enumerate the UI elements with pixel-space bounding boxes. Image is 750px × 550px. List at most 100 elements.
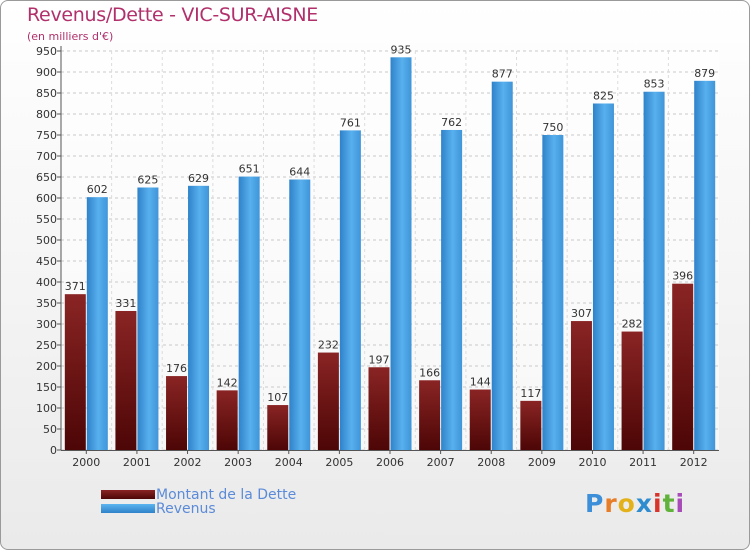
logo-letter: r [604, 489, 618, 518]
bar-debt [621, 331, 643, 450]
x-tick-label: 2002 [174, 456, 202, 469]
data-label-debt: 142 [217, 376, 238, 389]
data-label-debt: 307 [571, 307, 592, 320]
bar-debt [115, 310, 137, 450]
y-tick-label: 150 [36, 381, 57, 394]
x-tick-label: 2003 [224, 456, 252, 469]
logo-letter: i [675, 489, 686, 518]
data-label-revenue: 879 [694, 67, 715, 80]
data-label-revenue: 935 [391, 43, 412, 56]
bar-debt [64, 294, 86, 450]
bar-revenue [441, 129, 463, 450]
bar-debt [570, 321, 592, 450]
data-label-debt: 166 [419, 366, 440, 379]
y-tick-label: 900 [36, 66, 57, 79]
chart-subtitle: (en milliers d'€) [27, 30, 114, 43]
data-label-revenue: 625 [137, 174, 158, 187]
data-labels: 371 602 331 625 176 629 142 651 107 644 232 761 197 9… [65, 43, 715, 404]
bar-revenue [339, 130, 361, 450]
data-label-revenue: 602 [87, 183, 108, 196]
data-label-debt: 371 [65, 280, 86, 293]
legend-swatch-debt [101, 490, 155, 499]
data-label-debt: 396 [672, 270, 693, 283]
y-tick-label: 950 [36, 45, 57, 58]
y-tick-label: 350 [36, 297, 57, 310]
y-tick-label: 550 [36, 213, 57, 226]
grid-lines [61, 50, 719, 451]
data-label-debt: 282 [622, 318, 643, 331]
bar-revenue [592, 103, 614, 450]
bar-debt [166, 376, 188, 450]
bar-debt [267, 405, 289, 450]
bar-revenue [289, 179, 311, 450]
bars [64, 57, 716, 451]
y-tick-label: 200 [36, 360, 57, 373]
x-tick-label: 2000 [72, 456, 100, 469]
data-label-revenue: 761 [340, 116, 361, 129]
bar-revenue [643, 91, 665, 451]
y-tick-label: 850 [36, 87, 57, 100]
y-tick-label: 50 [43, 423, 57, 436]
bar-debt [317, 352, 339, 450]
data-label-debt: 176 [166, 362, 187, 375]
logo-letter: x [635, 489, 653, 518]
data-label-revenue: 825 [593, 90, 614, 103]
y-tick-label: 500 [36, 234, 57, 247]
plot-area [61, 51, 719, 450]
bar-revenue [491, 81, 513, 450]
x-tick-label: 2007 [427, 456, 455, 469]
logo-letter: o [617, 489, 636, 518]
proxiti-logo: Proxiti [585, 489, 685, 518]
x-tick-label: 2001 [123, 456, 151, 469]
data-label-debt: 197 [369, 353, 390, 366]
y-tick-label: 800 [36, 108, 57, 121]
data-label-revenue: 877 [492, 68, 513, 81]
data-label-revenue: 853 [644, 78, 665, 91]
bar-revenue [694, 80, 716, 450]
data-label-debt: 232 [318, 339, 339, 352]
x-tick-label: 2005 [325, 456, 353, 469]
y-tick-label: 700 [36, 150, 57, 163]
data-label-revenue: 644 [289, 166, 310, 179]
y-tick-label: 600 [36, 192, 57, 205]
data-label-debt: 117 [520, 387, 541, 400]
logo-letter: P [585, 489, 605, 518]
y-tick-label: 750 [36, 129, 57, 142]
x-tick-label: 2009 [528, 456, 556, 469]
legend-label-revenue: Revenus [156, 501, 216, 517]
y-tick-label: 400 [36, 276, 57, 289]
bar-debt [672, 283, 694, 450]
axes: 0 50 100 150 200 250 300 350 400 450 500 550 600 650 7… [36, 45, 719, 469]
bar-revenue [238, 176, 260, 450]
data-label-revenue: 651 [239, 163, 260, 176]
data-label-revenue: 762 [441, 116, 462, 129]
y-tick-label: 300 [36, 318, 57, 331]
data-label-revenue: 629 [188, 172, 209, 185]
x-tick-label: 2011 [629, 456, 657, 469]
bar-debt [368, 367, 390, 450]
bar-revenue [390, 57, 412, 451]
x-tick-label: 2004 [275, 456, 303, 469]
bar-revenue [86, 197, 108, 450]
bar-debt [419, 380, 441, 450]
bar-debt [469, 389, 491, 450]
bar-debt [216, 390, 238, 450]
x-tick-label: 2012 [680, 456, 708, 469]
y-tick-label: 0 [50, 444, 57, 457]
bar-revenue [542, 135, 564, 450]
x-tick-label: 2008 [477, 456, 505, 469]
x-tick-label: 2010 [578, 456, 606, 469]
data-label-debt: 331 [115, 297, 136, 310]
y-tick-label: 450 [36, 255, 57, 268]
y-tick-label: 650 [36, 171, 57, 184]
logo-letter: t [662, 489, 676, 518]
data-label-revenue: 750 [542, 121, 563, 134]
legend-swatch-revenue [101, 504, 155, 513]
data-label-debt: 107 [267, 391, 288, 404]
logo-letter: i [653, 489, 663, 518]
chart-title: Revenus/Dette - VIC-SUR-AISNE [27, 4, 318, 26]
x-tick-label: 2006 [376, 456, 404, 469]
legend-label-debt: Montant de la Dette [156, 487, 297, 503]
